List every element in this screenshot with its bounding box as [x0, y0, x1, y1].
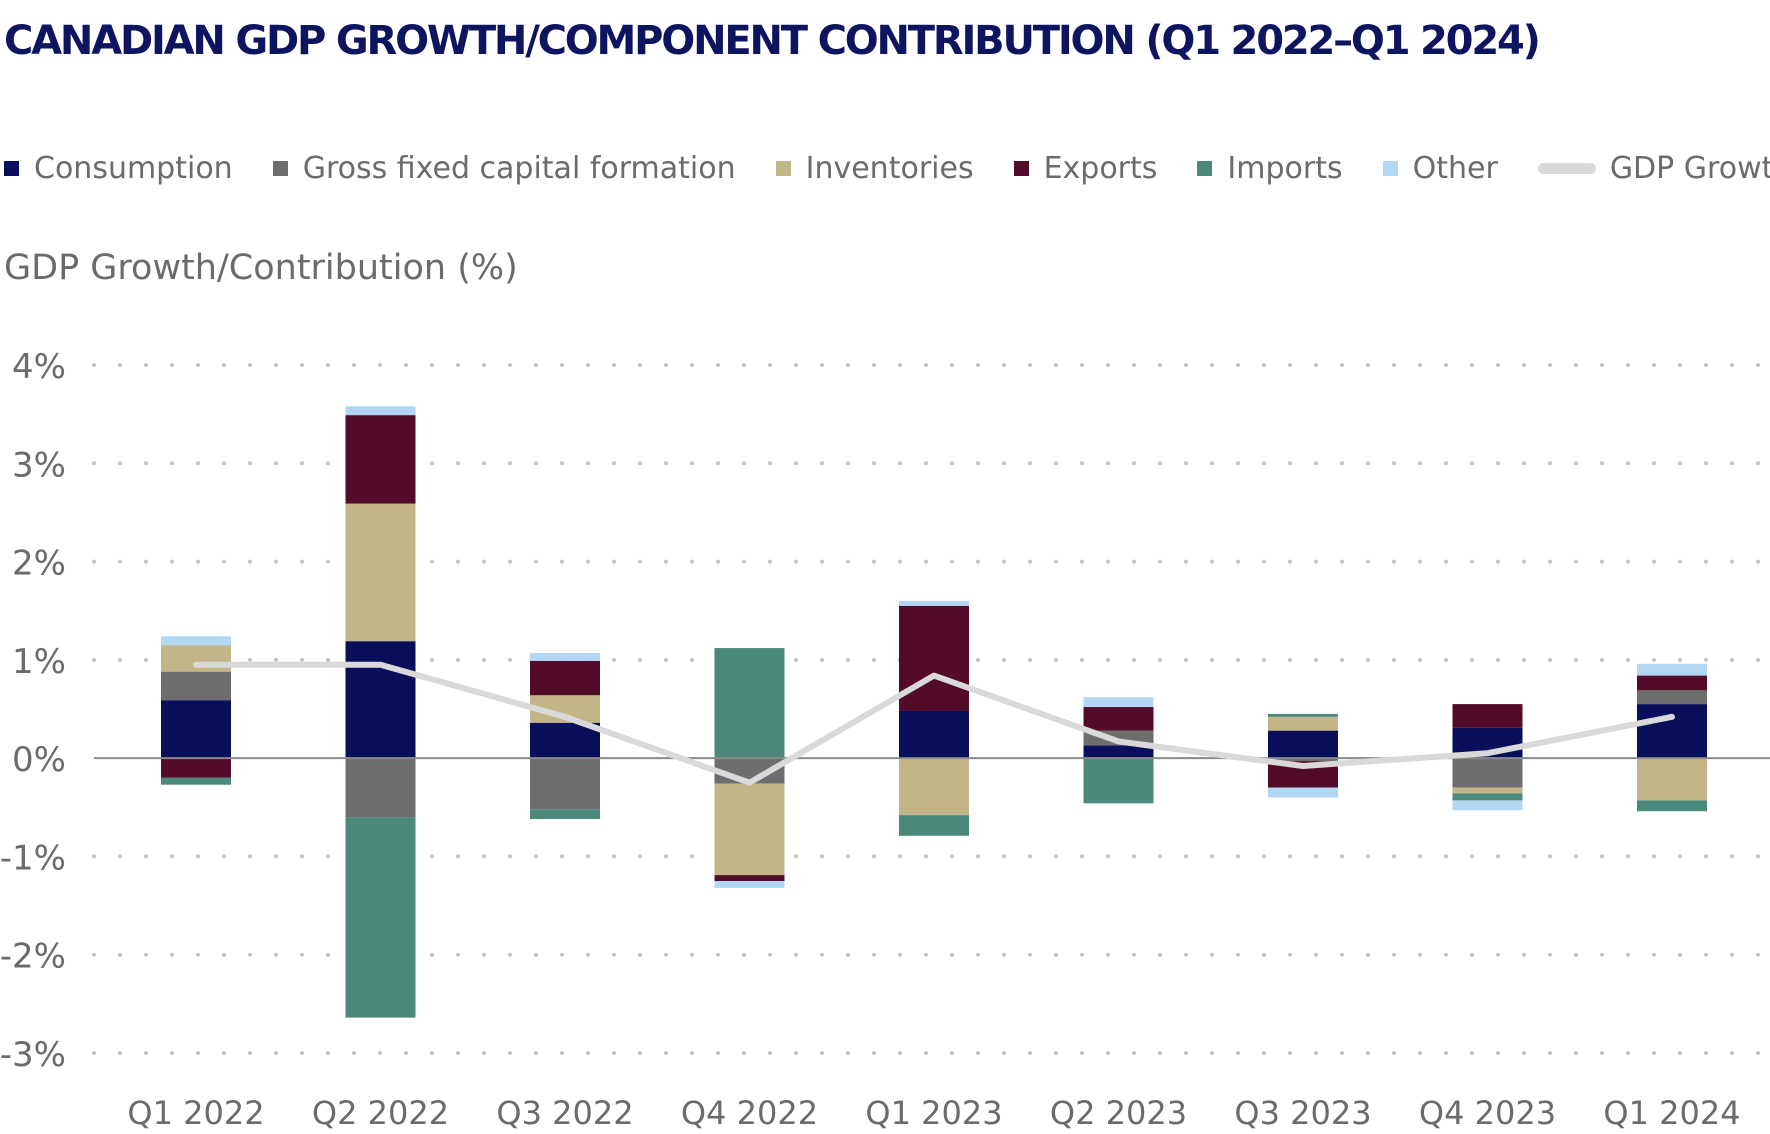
x-tick-label: Q1 2024 — [1603, 1094, 1740, 1132]
y-tick-label: 3% — [12, 445, 66, 485]
bar-consumption-q1-2022 — [161, 700, 231, 759]
x-tick-label: Q3 2023 — [1234, 1094, 1371, 1132]
bar-other-q3-2022 — [530, 652, 600, 661]
bar-other-q3-2023 — [1268, 787, 1338, 798]
y-tick-label: 0% — [12, 740, 66, 780]
legend-item-consumption: Consumption — [4, 151, 233, 186]
gdp-growth-point-q3-2022 — [562, 714, 568, 720]
gdp-growth-point-q1-2023 — [931, 673, 937, 679]
y-axis-label: GDP Growth/Contribution (%) — [4, 248, 518, 288]
legend-item-exports: Exports — [1013, 150, 1158, 186]
bar-imports-q2-2022 — [345, 817, 416, 1018]
legend-swatch — [775, 160, 791, 176]
y-tick-label: 2% — [12, 544, 66, 584]
bar-other-q1-2023 — [899, 600, 969, 606]
bar-imports-q4-2022 — [714, 648, 785, 759]
bar-gross-fixed-capital-formation-q1-2024 — [1637, 690, 1707, 705]
gdp-growth-point-q1-2022 — [193, 662, 199, 668]
legend: Consumption Gross fixed capital formation… — [4, 146, 1770, 190]
bar-consumption-q2-2022 — [345, 641, 416, 759]
chart-title: CANADIAN GDP GROWTH/COMPONENT CONTRIBUTI… — [4, 18, 1541, 64]
bar-gross-fixed-capital-formation-q1-2022 — [161, 671, 231, 701]
gdp-growth-point-q2-2023 — [1116, 738, 1121, 744]
legend-label: Imports — [1227, 150, 1343, 186]
bar-other-q1-2024 — [1637, 663, 1707, 676]
bar-imports-q3-2023 — [1268, 713, 1338, 717]
bar-exports-q1-2022 — [161, 758, 231, 778]
bar-imports-q1-2022 — [161, 777, 231, 785]
bar-imports-q2-2023 — [1083, 758, 1154, 804]
legend-swatch — [1537, 162, 1596, 174]
bar-exports-q2-2022 — [345, 415, 416, 504]
bar-inventories-q1-2024 — [1637, 758, 1707, 801]
bar-exports-q2-2023 — [1083, 707, 1154, 731]
x-tick-label: Q3 2022 — [496, 1094, 633, 1132]
legend-item-imports: Imports — [1197, 150, 1343, 186]
bar-inventories-q1-2023 — [899, 758, 969, 816]
legend-swatch — [1197, 160, 1213, 176]
bar-gross-fixed-capital-formation-q3-2022 — [530, 758, 600, 810]
legend-swatch — [1013, 160, 1029, 176]
bar-exports-q1-2023 — [899, 605, 969, 711]
bar-inventories-q4-2023 — [1452, 787, 1523, 794]
y-tick-label: 4% — [12, 347, 66, 387]
bar-gross-fixed-capital-formation-q2-2022 — [345, 758, 416, 818]
legend-label: GDP Growth — [1609, 150, 1770, 186]
x-tick-label: Q1 2022 — [127, 1094, 264, 1132]
legend-label: Other — [1412, 150, 1498, 186]
gdp-growth-point-q1-2024 — [1669, 714, 1675, 720]
legend-item-gross-fixed-capital-formation: Gross fixed capital formation — [272, 150, 736, 186]
bar-imports-q4-2023 — [1452, 793, 1523, 801]
bar-consumption-q1-2024 — [1637, 704, 1707, 759]
bar-other-q2-2022 — [345, 406, 416, 416]
bar-imports-q3-2022 — [530, 809, 600, 820]
legend-swatch — [1382, 160, 1398, 176]
y-tick-label: -2% — [0, 937, 66, 977]
bar-exports-q4-2023 — [1452, 704, 1523, 728]
x-tick-label: Q2 2022 — [312, 1094, 449, 1132]
gdp-growth-point-q2-2022 — [378, 662, 383, 668]
legend-label: Consumption — [34, 150, 233, 186]
bar-inventories-q3-2023 — [1268, 716, 1338, 731]
bar-consumption-q3-2022 — [530, 722, 600, 759]
y-tick-label: -1% — [0, 838, 66, 878]
bar-inventories-q4-2022 — [714, 783, 785, 876]
bar-consumption-q3-2023 — [1268, 730, 1338, 759]
bar-imports-q1-2024 — [1637, 800, 1707, 812]
x-tick-label: Q1 2023 — [865, 1094, 1002, 1132]
bar-imports-q1-2023 — [899, 815, 969, 836]
bar-gross-fixed-capital-formation-q4-2023 — [1452, 758, 1523, 788]
bar-exports-q1-2024 — [1637, 675, 1707, 691]
gdp-growth-point-q4-2023 — [1485, 750, 1490, 756]
y-tick-label: 1% — [12, 642, 66, 682]
bar-exports-q4-2022 — [714, 875, 785, 881]
bar-other-q2-2023 — [1083, 697, 1154, 708]
y-tick-label: -3% — [0, 1035, 66, 1075]
bar-consumption-q1-2023 — [899, 710, 969, 759]
legend-item-inventories: Inventories — [775, 150, 974, 186]
gdp-growth-point-q3-2023 — [1300, 763, 1306, 769]
bar-other-q1-2022 — [161, 636, 231, 646]
bar-other-q4-2022 — [714, 881, 785, 888]
x-tick-label: Q4 2022 — [681, 1094, 818, 1132]
bar-consumption-q2-2023 — [1083, 745, 1154, 759]
bar-exports-q3-2022 — [530, 660, 600, 696]
gdp-growth-point-q4-2022 — [747, 780, 752, 786]
bar-gross-fixed-capital-formation-q3-2023 — [1268, 758, 1338, 762]
legend-swatch — [272, 160, 288, 176]
legend-label: Gross fixed capital formation — [302, 150, 736, 186]
legend-swatch — [4, 160, 19, 176]
x-tick-label: Q4 2023 — [1419, 1094, 1556, 1132]
legend-label: Inventories — [805, 150, 974, 186]
legend-label: Exports — [1043, 150, 1158, 186]
bar-inventories-q2-2022 — [345, 503, 416, 642]
bar-other-q4-2023 — [1452, 800, 1523, 811]
legend-item-gdp-growth: GDP Growth — [1537, 150, 1770, 186]
legend-item-other: Other — [1382, 150, 1498, 186]
x-tick-label: Q2 2023 — [1050, 1094, 1187, 1132]
